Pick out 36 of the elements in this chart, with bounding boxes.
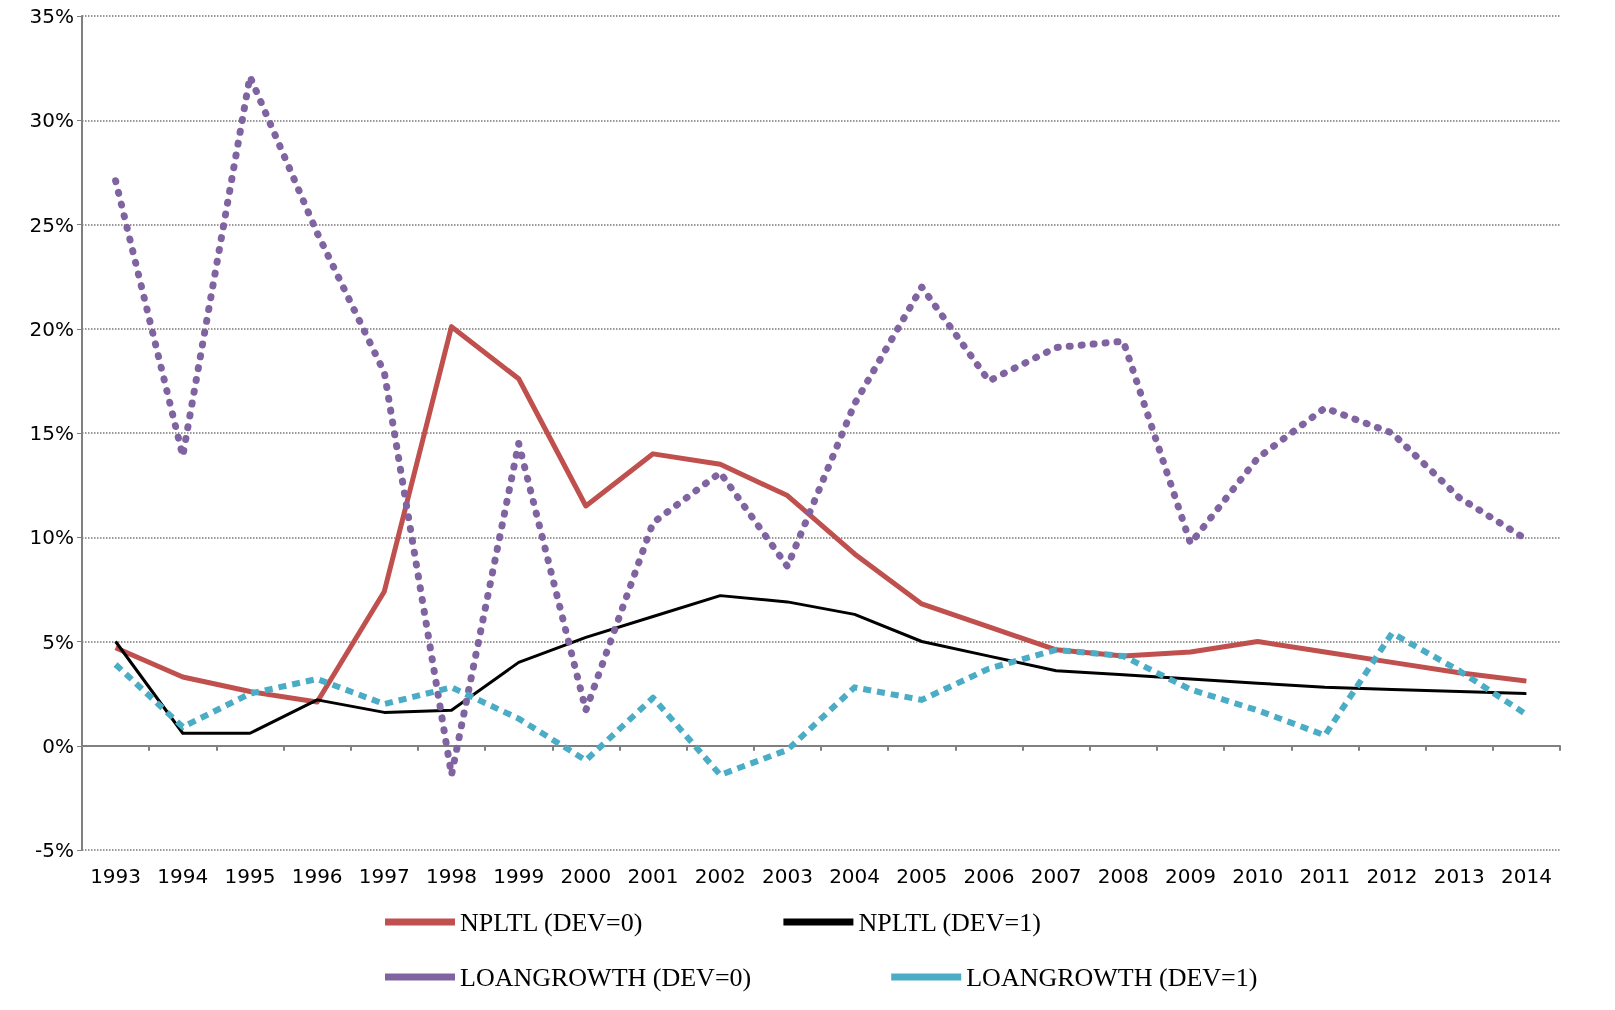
y-tick-label: 10%: [29, 525, 74, 550]
x-tick-label: 2008: [1097, 864, 1149, 888]
x-tick-label: 1993: [90, 864, 142, 888]
x-tick-label: 2006: [963, 864, 1015, 888]
x-tick-label: 2014: [1500, 864, 1552, 888]
y-tick-label: 15%: [29, 421, 74, 445]
x-tick-label: 2002: [694, 864, 746, 888]
y-tick-label: 0%: [42, 733, 74, 758]
legend-label: LOANGROWTH (DEV=1): [966, 962, 1258, 992]
x-tick-label: 2000: [560, 864, 612, 888]
line-series: [114, 594, 1528, 735]
x-tick-label: 1998: [426, 864, 477, 888]
x-tick-label: 2009: [1165, 864, 1216, 888]
x-tick-label: 2013: [1433, 864, 1485, 888]
x-tick-label: 2001: [627, 864, 679, 888]
x-tick-label: 2005: [896, 864, 948, 888]
x-tick-label: 2003: [761, 864, 813, 888]
x-tick-label: 1997: [358, 864, 410, 888]
x-tick-label: 2011: [1299, 864, 1351, 888]
x-tick-label: 2012: [1366, 864, 1418, 888]
x-tick-label: 2010: [1232, 864, 1284, 888]
y-tick-label: 5%: [42, 629, 74, 654]
legend-label: NPLTL (DEV=0): [460, 907, 643, 937]
x-tick-label: 2007: [1030, 864, 1082, 888]
x-tick-label: 1995: [224, 864, 276, 888]
y-tick-label: 30%: [29, 108, 74, 133]
x-tick-label: 2004: [829, 864, 881, 888]
y-tick-label: 35%: [29, 4, 74, 28]
legend-label: NPLTL (DEV=1): [858, 907, 1041, 937]
x-tick-label: 1994: [157, 864, 209, 888]
y-tick-label: 25%: [29, 212, 74, 237]
x-tick-label: 1996: [291, 864, 343, 888]
legend-label: LOANGROWTH (DEV=0): [460, 962, 752, 992]
y-tick-label: -5%: [35, 838, 74, 862]
y-tick-label: 20%: [29, 316, 74, 341]
x-tick-label: 1999: [493, 864, 545, 888]
